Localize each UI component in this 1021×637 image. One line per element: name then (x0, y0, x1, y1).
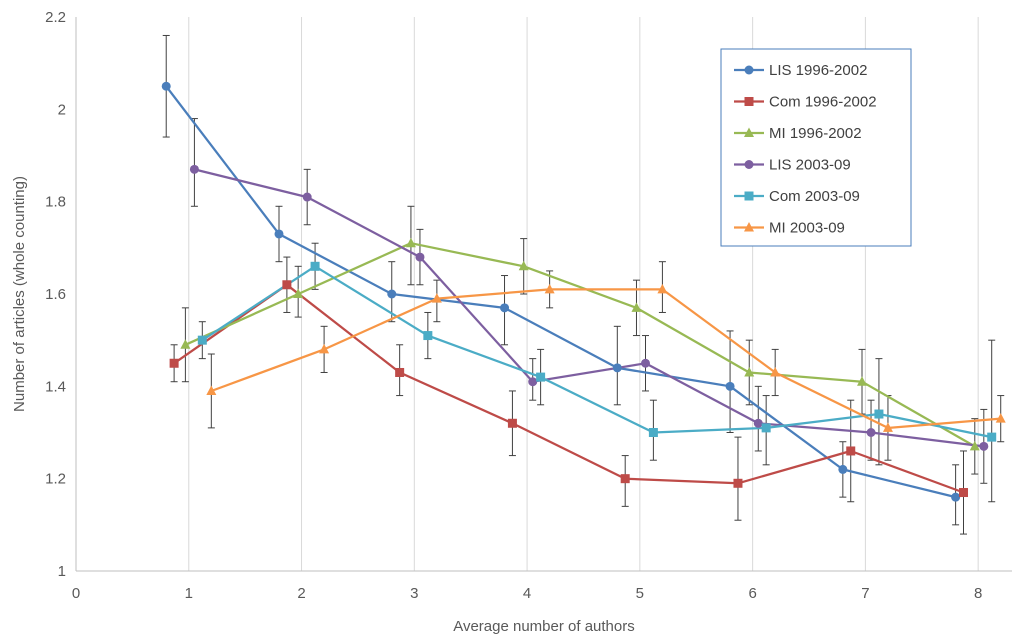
series-3-line (184, 242, 976, 448)
series-1-point (612, 363, 622, 373)
series-5-point (536, 372, 546, 382)
legend-label: Com 1996-2002 (769, 94, 877, 111)
x-tick-label: 0 (72, 585, 80, 602)
series-6-point (882, 422, 893, 432)
series-5-point (874, 409, 884, 419)
series-1-line (165, 85, 956, 499)
y-tick-label: 1.4 (45, 378, 66, 395)
legend: LIS 1996-2002 Com 1996-2002 MI 1996-2002 LI… (720, 48, 912, 247)
series-5-point (648, 428, 658, 437)
series-markers (161, 81, 1006, 502)
series-4-point (189, 164, 199, 174)
series-1-point (838, 464, 848, 474)
series-1-point (387, 289, 397, 299)
y-tick-label: 1.8 (45, 194, 66, 211)
series-1-point (725, 381, 735, 391)
legend-swatch-marker (744, 191, 754, 201)
series-6-point (206, 385, 217, 395)
series-6-point (995, 413, 1006, 423)
y-tick-label: 1.6 (45, 286, 66, 303)
series-4-point (979, 441, 989, 451)
series-2-point (282, 280, 292, 290)
x-tick-label: 5 (636, 585, 644, 602)
y-tick-label: 1.2 (45, 471, 66, 488)
series-1-point (500, 303, 510, 313)
legend-box (720, 48, 912, 247)
legend-swatch-marker (744, 97, 754, 106)
series-6-point (431, 293, 442, 303)
series-5-point (197, 335, 207, 345)
series-2-point (733, 478, 743, 488)
series-5-point (761, 423, 771, 433)
series-4-point (753, 418, 763, 428)
series-3-point (180, 339, 191, 349)
series-2-line (173, 283, 964, 494)
legend-label: LIS 1996-2002 (769, 62, 867, 79)
series-4-point (528, 377, 538, 387)
axes (75, 17, 1012, 572)
series-2-point (959, 488, 969, 498)
series-2-point (395, 367, 405, 377)
series-6-point (657, 283, 668, 294)
legend-label: MI 2003-09 (769, 220, 845, 237)
series-4-point (302, 192, 312, 202)
x-tick-label: 6 (748, 585, 756, 602)
y-tick-label: 2 (58, 101, 66, 118)
series-3-point (969, 440, 980, 451)
series-lines (165, 85, 1001, 499)
y-axis-title: Number of articles (whole counting) (11, 176, 28, 412)
tick-labels: 0 1 2 3 4 5 6 7 811.21.41.61.822.2 (45, 9, 982, 602)
series-3-point (405, 237, 416, 248)
series-4-line (194, 168, 984, 448)
series-6-point (319, 343, 330, 354)
series-5-point (987, 432, 997, 442)
legend-swatch-marker (744, 65, 754, 75)
series-3-point (744, 366, 755, 377)
series-5-line (201, 265, 992, 439)
x-axis-title: Average number of authors (453, 618, 635, 635)
series-3-point (518, 260, 529, 271)
x-tick-label: 1 (185, 585, 193, 602)
series-6-point (544, 283, 555, 294)
legend-swatch-marker (744, 222, 754, 232)
series-4-point (640, 358, 650, 368)
series-6-point (770, 366, 781, 377)
series-2-point (846, 446, 856, 456)
legend-label: LIS 2003-09 (769, 157, 851, 174)
series-3-point (857, 376, 868, 386)
series-2-point (169, 358, 179, 368)
legend-label: MI 1996-2002 (769, 125, 862, 142)
x-tick-label: 7 (861, 585, 869, 602)
series-3-point (293, 288, 304, 298)
legend-label: Com 2003-09 (769, 188, 860, 205)
series-4-point (415, 252, 425, 262)
series-1-point (951, 492, 961, 502)
x-tick-label: 8 (974, 585, 982, 602)
series-5-point (423, 331, 433, 341)
series-4-point (866, 428, 876, 437)
series-5-point (310, 261, 320, 271)
series-1-point (161, 81, 171, 91)
x-tick-label: 3 (410, 585, 418, 602)
series-3-point (631, 302, 642, 312)
x-tick-label: 4 (523, 585, 531, 602)
y-tick-label: 1 (58, 563, 66, 580)
series-1-point (274, 229, 284, 239)
legend-swatch-marker (744, 127, 754, 137)
series-2-point (507, 418, 517, 428)
x-tick-label: 2 (297, 585, 305, 602)
y-tick-label: 2.2 (45, 9, 66, 26)
legend-swatch-marker (744, 160, 754, 169)
series-2-point (620, 474, 630, 484)
series-6-line (210, 288, 1001, 430)
